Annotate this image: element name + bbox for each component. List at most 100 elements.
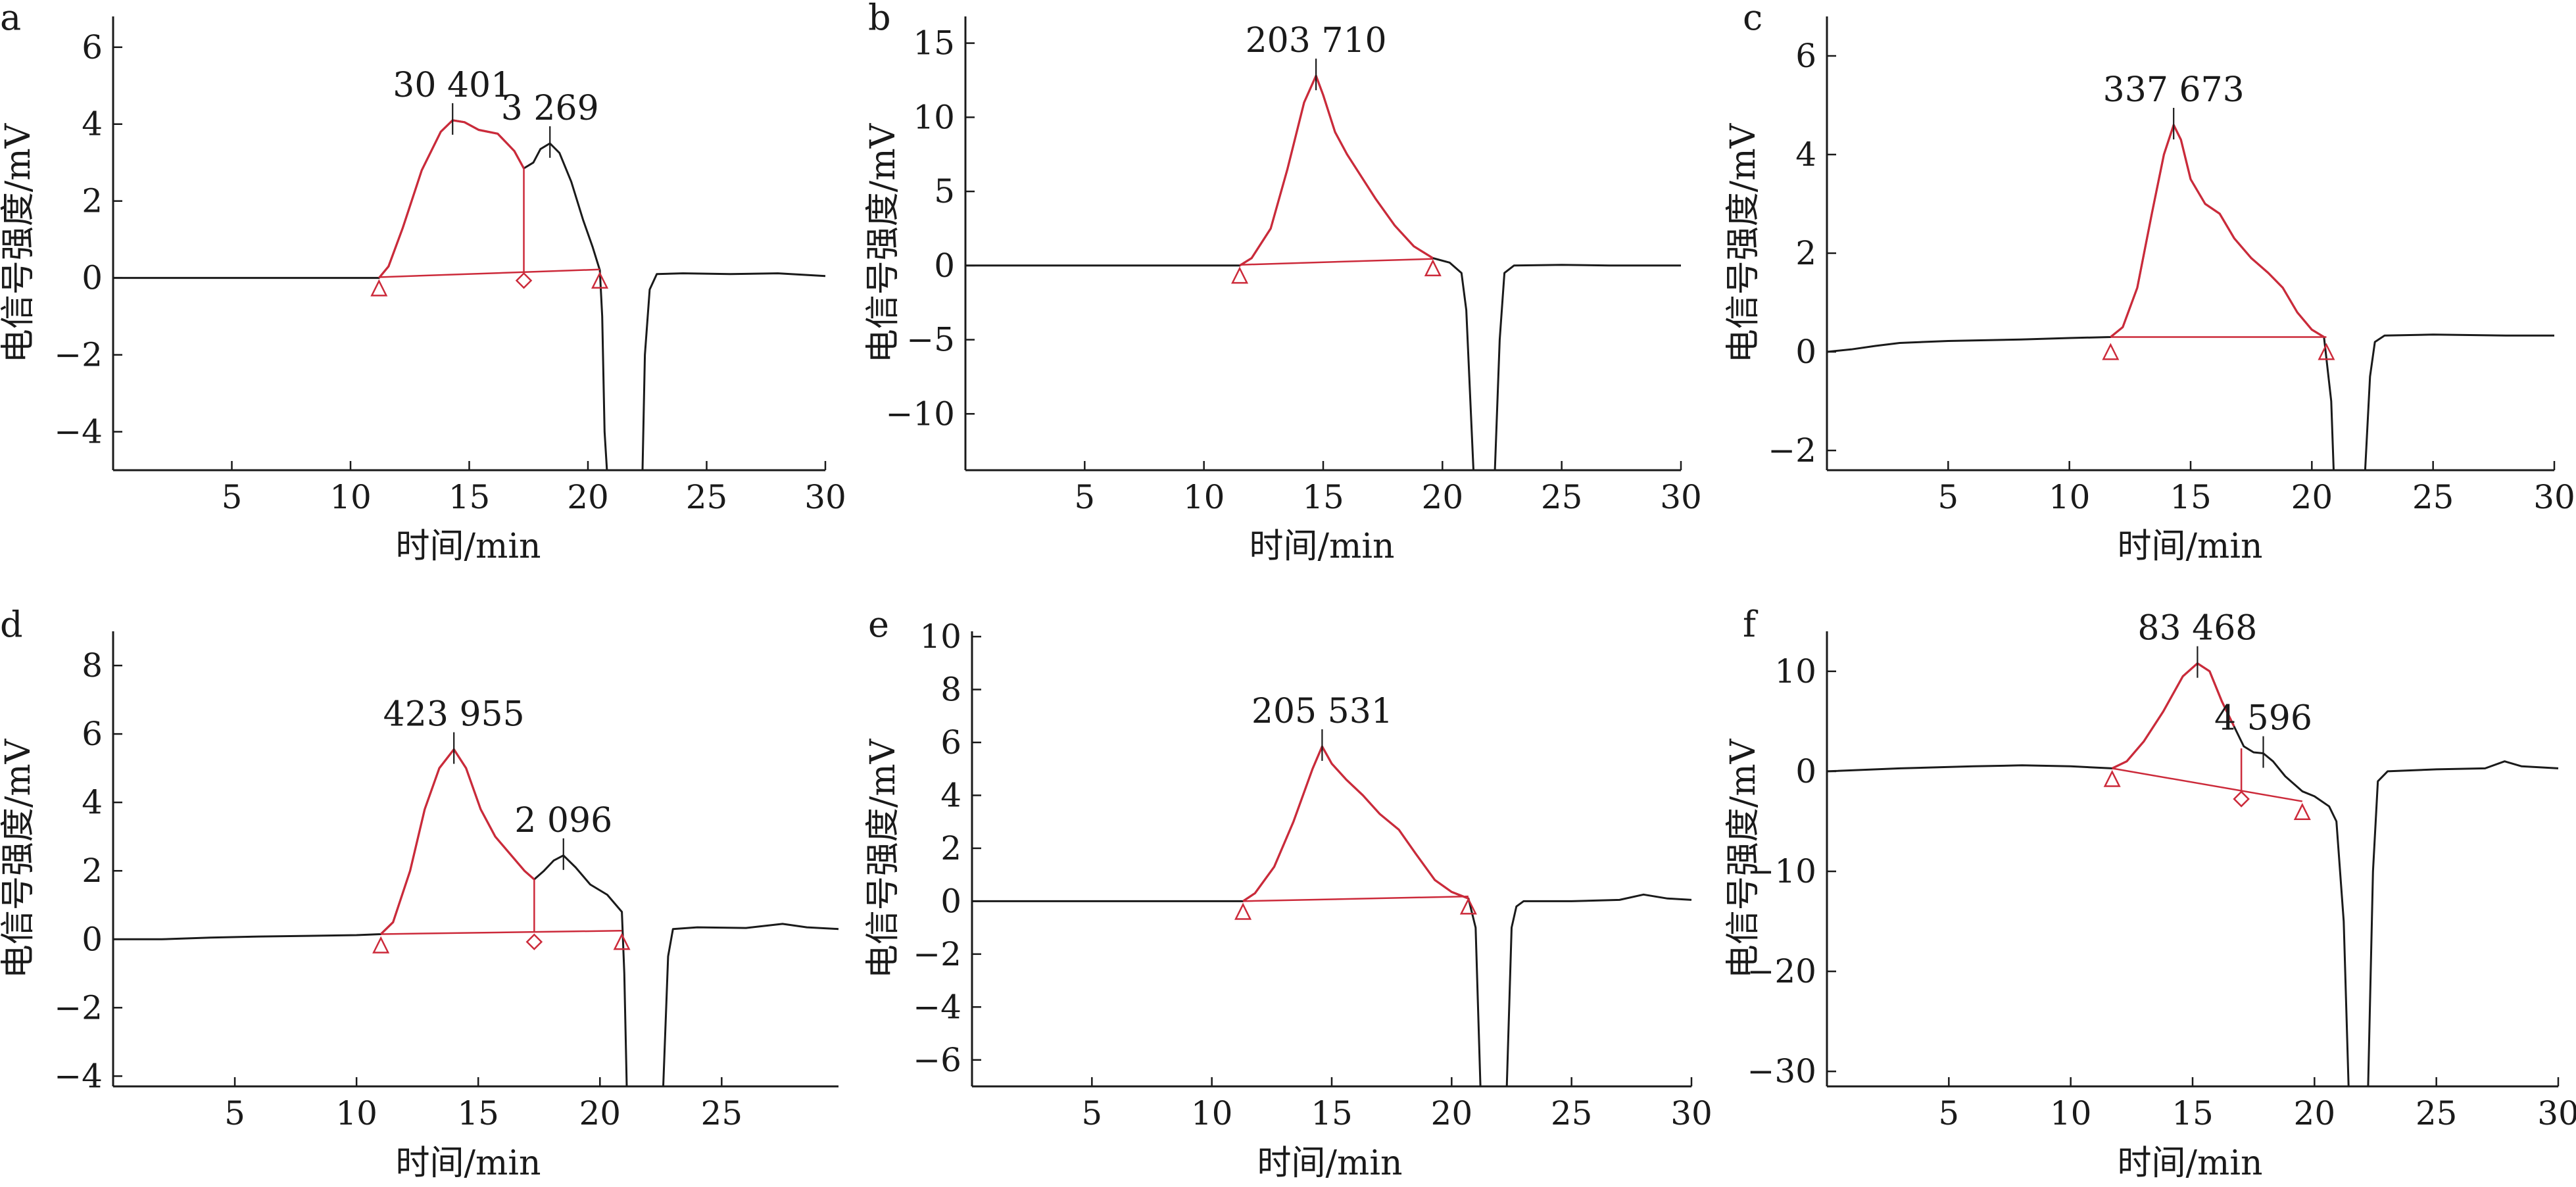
chromatogram-trace (972, 745, 1692, 1088)
x-tick-label: 5 (222, 478, 243, 516)
baseline-marker-diamond (2233, 790, 2250, 808)
y-axis-title: 电信号强度/mV (863, 738, 903, 979)
y-tick-label: −2 (54, 336, 103, 374)
panel-label: c (1743, 0, 1762, 38)
peak-label: 203 710 (1246, 21, 1387, 61)
y-tick-label: 15 (913, 24, 955, 62)
y-tick-label: 2 (1795, 234, 1816, 272)
x-tick-label: 15 (2172, 1094, 2214, 1132)
panel-b: b 5 10 15 20 25 30 −10 −5 0 5 10 15 时间/min 电信号强度/mV 203… (863, 0, 1702, 566)
x-tick-label: 20 (567, 478, 609, 516)
x-tick-label: 5 (1074, 478, 1095, 516)
panel-f: f 5 10 15 20 25 30 −30 −20 −10 0 10 时间/min 电信号强度/mV 83… (1724, 604, 2576, 1183)
y-tick-label: −4 (913, 988, 961, 1026)
panel-e: e 5 10 15 20 25 30 −6 −4 −2 0 2 4 6 8 10 时间/min 电信号强度/mV 2… (863, 604, 1713, 1183)
y-tick-label: −10 (1747, 852, 1816, 890)
x-tick-label: 15 (449, 478, 491, 516)
x-tick-label: 5 (224, 1094, 245, 1132)
y-tick-label: 0 (1795, 752, 1816, 790)
y-tick-label: 2 (82, 182, 103, 220)
integrated-peak-trace (2112, 662, 2235, 769)
y-axis-title: 电信号强度/mV (1724, 738, 1763, 979)
y-tick-label: 4 (82, 783, 103, 821)
y-tick-label: −2 (54, 988, 103, 1027)
x-tick-label: 15 (1311, 1094, 1353, 1132)
integration-baseline (1243, 895, 1469, 902)
baseline-marker-triangle (1231, 266, 1249, 284)
x-tick-label: 10 (1191, 1094, 1233, 1132)
baseline-marker-triangle (2102, 343, 2120, 360)
baseline-marker-triangle (372, 936, 390, 954)
y-tick-label: 10 (913, 98, 955, 136)
x-tick-label: 10 (335, 1094, 377, 1132)
baseline-marker-triangle (2103, 769, 2121, 787)
x-tick-label: 25 (1541, 478, 1583, 516)
y-tick-label: 2 (940, 829, 961, 867)
y-tick-label: 0 (82, 920, 103, 958)
peak-label: 3 269 (501, 89, 599, 128)
x-tick-label: 30 (1670, 1094, 1713, 1132)
chromatogram-trace (113, 119, 826, 472)
baseline-marker-triangle (1424, 259, 1442, 277)
y-tick-label: 6 (82, 28, 103, 66)
panel-label: f (1743, 604, 1759, 645)
x-tick-label: 5 (1938, 1094, 1959, 1132)
y-tick-label: −4 (54, 413, 103, 451)
baseline-marker-triangle (370, 279, 388, 297)
peak-label: 423 955 (383, 695, 525, 735)
integration-baseline (1240, 258, 1433, 266)
x-tick-label: 15 (1302, 478, 1344, 516)
x-tick-label: 20 (2294, 1094, 2336, 1132)
x-tick-label: 10 (1183, 478, 1225, 516)
integration-baseline (381, 930, 622, 935)
y-tick-label: 4 (82, 105, 103, 143)
integrated-peak-trace (378, 119, 525, 279)
panel-d: d 5 10 15 20 25 −4 −2 0 2 4 6 8 时间/min 电信号强度/mV 423 955… (0, 604, 839, 1183)
integrated-peak-trace (1242, 745, 1469, 902)
y-tick-label: 10 (1774, 652, 1816, 690)
panel-c: c 5 10 15 20 25 30 −2 0 2 4 6 时间/min 电信号强度/mV 337 673 (1724, 0, 2575, 566)
x-tick-label: 20 (1422, 478, 1464, 516)
baseline-marker-triangle (1459, 897, 1477, 915)
y-axis-title: 电信号强度/mV (1724, 122, 1763, 363)
chromatogram-trace (113, 748, 839, 1088)
integrated-peak-trace (379, 748, 535, 935)
y-tick-label: −2 (1768, 431, 1816, 470)
x-tick-label: 25 (1551, 1094, 1593, 1132)
y-tick-label: 10 (919, 618, 961, 656)
x-tick-label: 10 (2050, 1094, 2092, 1132)
y-tick-label: 0 (940, 882, 961, 920)
peak-label: 2 096 (514, 801, 612, 840)
panel-label: d (0, 604, 23, 645)
x-tick-label: 30 (2537, 1094, 2576, 1132)
y-tick-label: 6 (82, 715, 103, 753)
x-axis-title: 时间/min (2118, 527, 2263, 566)
y-tick-label: 0 (82, 259, 103, 297)
x-axis-title: 时间/min (396, 1144, 541, 1183)
y-axis-title: 电信号强度/mV (863, 122, 903, 363)
baseline-marker-triangle (591, 271, 609, 289)
y-tick-label: 0 (934, 247, 955, 285)
baseline-marker-triangle (2318, 343, 2335, 360)
x-tick-label: 30 (804, 478, 846, 516)
panel-label: e (868, 604, 889, 645)
y-tick-label: 4 (940, 776, 961, 814)
x-axis-title: 时间/min (1257, 1144, 1403, 1183)
x-axis-title: 时间/min (396, 527, 541, 566)
y-tick-label: 8 (940, 671, 961, 709)
x-tick-label: 20 (579, 1094, 621, 1132)
y-axis-title: 电信号强度/mV (0, 122, 38, 363)
y-tick-label: −20 (1747, 952, 1816, 990)
chromatogram-trace (1826, 662, 2559, 1088)
integrated-peak-trace (1239, 74, 1434, 267)
x-tick-label: 15 (2170, 478, 2212, 516)
x-tick-label: 5 (1081, 1094, 1102, 1132)
baseline-marker-diamond (515, 272, 533, 289)
peak-label: 4 596 (2214, 699, 2312, 739)
y-tick-label: −30 (1747, 1052, 1816, 1090)
y-tick-label: 6 (1795, 37, 1816, 75)
panel-label: a (0, 0, 21, 38)
x-tick-label: 10 (2049, 478, 2091, 516)
peak-label: 30 401 (393, 66, 512, 105)
